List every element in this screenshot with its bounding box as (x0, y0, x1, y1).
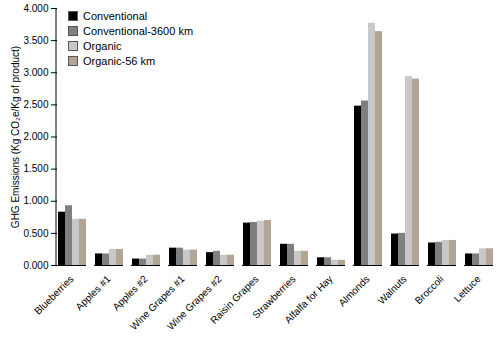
svg-text:2.500: 2.500 (23, 99, 48, 110)
svg-text:Broccoli: Broccoli (413, 273, 446, 306)
svg-text:0.000: 0.000 (23, 260, 48, 271)
svg-text:Alfalfa for Hay: Alfalfa for Hay (282, 273, 334, 325)
svg-text:1.000: 1.000 (23, 195, 48, 206)
svg-text:4.000: 4.000 (23, 3, 48, 14)
html-text:Organic: Organic (83, 39, 122, 52)
svg-text:Strawberries: Strawberries (250, 273, 298, 321)
svg-text:3.500: 3.500 (23, 35, 48, 46)
svg-text:GHG Emissions (Kg CO₂e/Kg of p: GHG Emissions (Kg CO₂e/Kg of product) (10, 46, 21, 228)
svg-text:3.000: 3.000 (23, 67, 48, 78)
svg-text:Wine Grapes #2: Wine Grapes #2 (164, 273, 224, 333)
svg-text:Wine Grapes #1: Wine Grapes #1 (127, 273, 187, 333)
svg-text:Walnuts: Walnuts (376, 273, 409, 306)
html-text:Conventional: Conventional (83, 9, 148, 22)
html-text:Conventional-3600 km: Conventional-3600 km (83, 24, 194, 37)
svg-text:1.500: 1.500 (23, 163, 48, 174)
svg-text:Raisin Grapes: Raisin Grapes (208, 273, 261, 326)
svg-text:Apples #2: Apples #2 (110, 273, 150, 313)
svg-text:2.000: 2.000 (23, 131, 48, 142)
svg-text:Blueberries: Blueberries (32, 273, 76, 317)
svg-text:Almonds: Almonds (336, 273, 371, 308)
svg-text:Apples #1: Apples #1 (73, 273, 113, 313)
html-text:Organic-56 km: Organic-56 km (83, 54, 156, 67)
svg-text:0.500: 0.500 (23, 228, 48, 239)
svg-text:Lettuce: Lettuce (452, 273, 483, 304)
